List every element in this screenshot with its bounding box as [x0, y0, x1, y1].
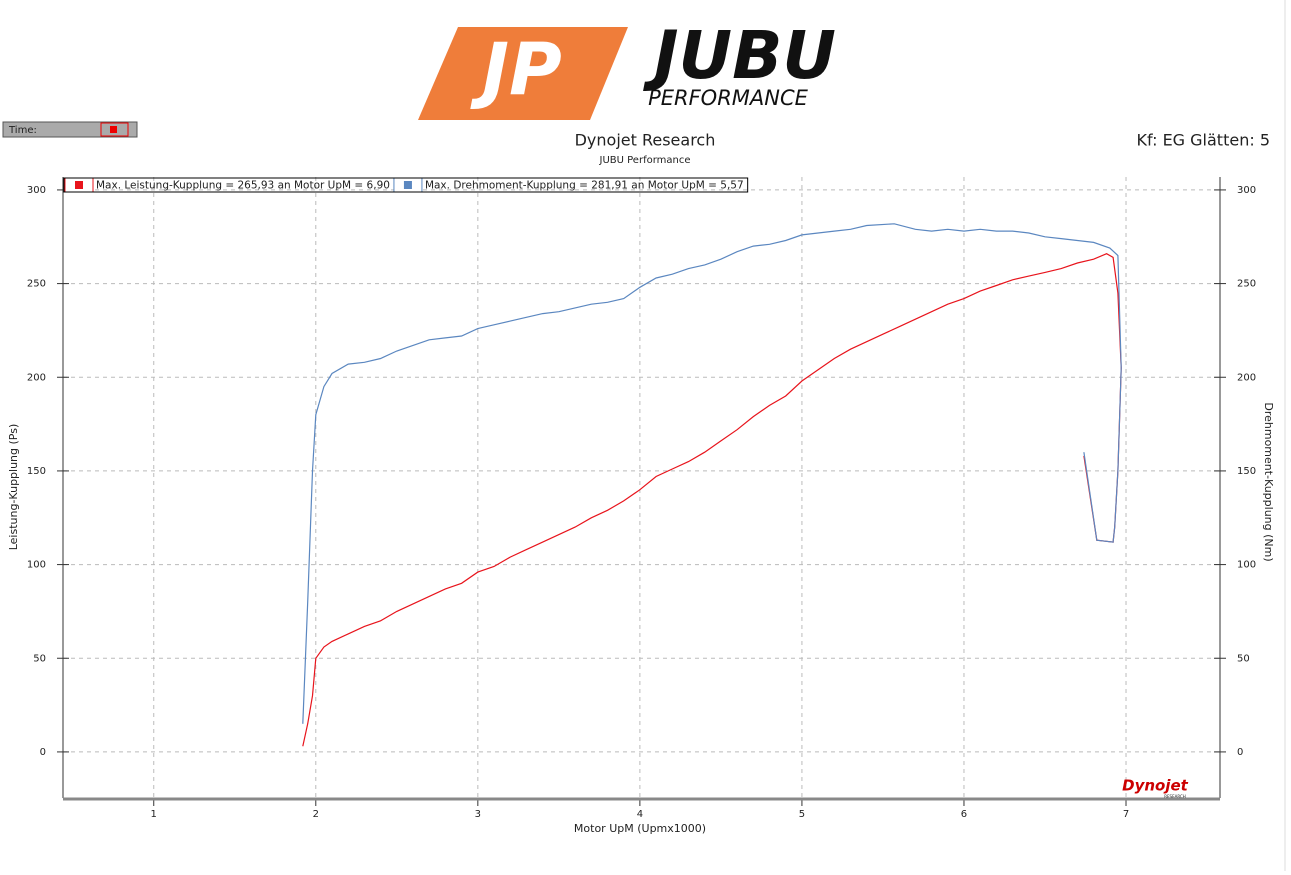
legend-label: Max. Drehmoment-Kupplung = 281,91 an Mot…: [425, 180, 744, 192]
y-tick-label: 150: [27, 466, 46, 477]
y-tick-label: 50: [33, 653, 46, 664]
x-tick-label: 4: [637, 809, 643, 820]
logo-sub: PERFORMANCE: [648, 86, 809, 110]
watermark-sub: RESEARCH: [1164, 794, 1186, 799]
x-tick-label: 7: [1123, 809, 1129, 820]
series-line: [302, 223, 1122, 724]
chart-subtitle: JUBU Performance: [599, 155, 691, 166]
time-marker-dot: [110, 126, 117, 133]
y-tick-label: 100: [27, 560, 46, 571]
legend-swatch: [403, 181, 412, 189]
y2-tick-label: 50: [1237, 653, 1250, 664]
annotation: Kf: EG Glätten: 5: [1137, 131, 1270, 150]
x-tick-label: 1: [151, 809, 157, 820]
time-marker: [100, 122, 129, 137]
legend: Max. Leistung-Kupplung = 265,93 an Motor…: [63, 177, 749, 193]
x-tick-label: 6: [961, 809, 967, 820]
y2-tick-label: 100: [1237, 560, 1256, 571]
logo-mark: JP: [470, 28, 562, 112]
y-tick-label: 200: [27, 372, 46, 383]
logo-badge: [418, 27, 628, 120]
time-label: Time:: [8, 125, 37, 136]
legend-frame: [63, 177, 749, 193]
y2-axis-label: Drehmoment-Kupplung (Nm): [1262, 402, 1275, 561]
y2-tick-label: 0: [1237, 747, 1243, 758]
time-box: [2, 121, 138, 138]
legend-swatch: [75, 181, 83, 189]
series-line: [302, 253, 1122, 747]
y-tick-label: 250: [27, 279, 46, 290]
logo-name: JUBU: [643, 17, 836, 94]
plot-area: [63, 177, 1220, 798]
watermark: Dynojet: [1122, 777, 1189, 795]
y2-tick-label: 150: [1237, 466, 1256, 477]
legend-label: Max. Leistung-Kupplung = 265,93 an Motor…: [96, 180, 390, 192]
x-tick-label: 5: [799, 809, 805, 820]
x-tick-label: 3: [475, 809, 481, 820]
y-axis-label: Leistung-Kupplung (Ps): [7, 424, 20, 551]
y-tick-label: 0: [40, 747, 46, 758]
plot: 1 2 3 4 5 6 7 0 50 100 150 200 250 300 0 50 100 150 200 250…: [27, 177, 1256, 820]
y2-tick-label: 250: [1237, 279, 1256, 290]
y2-tick-label: 300: [1237, 185, 1256, 196]
chart-title: Dynojet Research: [575, 131, 716, 150]
x-axis-label: Motor UpM (Upmx1000): [574, 822, 706, 835]
x-tick-label: 2: [313, 809, 319, 820]
y2-tick-label: 200: [1237, 372, 1256, 383]
y-tick-label: 300: [27, 185, 46, 196]
